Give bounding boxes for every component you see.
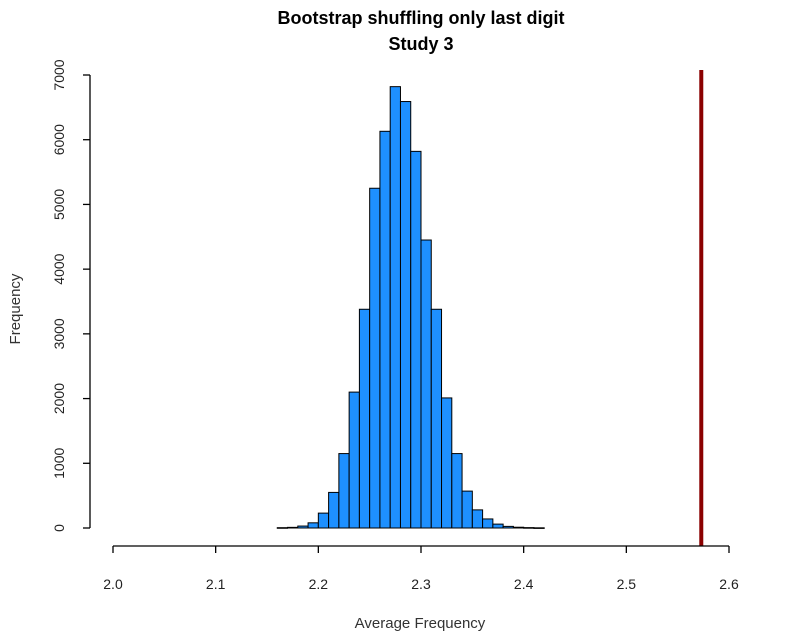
histogram-bar bbox=[451, 453, 463, 529]
y-tick-label: 6000 bbox=[51, 124, 67, 155]
histogram-bar bbox=[512, 526, 525, 529]
chart-title: Bootstrap shuffling only last digit bbox=[278, 8, 565, 28]
x-axis: 2.0 2.1 2.2 2.3 2.4 2.5 2.6 bbox=[103, 545, 739, 592]
histogram-bar bbox=[471, 509, 484, 529]
y-axis: 0 1000 2000 3000 4000 5000 6000 7000 bbox=[51, 59, 91, 532]
histogram-bar bbox=[482, 518, 494, 529]
histogram-bar bbox=[348, 391, 360, 529]
y-tick-label: 4000 bbox=[51, 253, 67, 284]
x-tick-label: 2.3 bbox=[411, 576, 431, 592]
histogram-bar bbox=[338, 453, 350, 529]
histogram-bar bbox=[276, 527, 289, 529]
y-tick-label: 3000 bbox=[51, 318, 67, 349]
histogram-bar bbox=[410, 150, 422, 529]
histogram-bar bbox=[317, 512, 330, 529]
x-axis-label: Average Frequency bbox=[355, 615, 486, 632]
x-tick-label: 2.5 bbox=[617, 576, 637, 592]
histogram-bar bbox=[533, 527, 545, 529]
histogram-bar bbox=[369, 187, 381, 529]
histogram-bar bbox=[430, 308, 443, 529]
y-tick-label: 1000 bbox=[51, 448, 67, 479]
y-tick-label: 0 bbox=[51, 524, 67, 532]
histogram-bar bbox=[523, 527, 535, 529]
histogram-bars bbox=[276, 86, 545, 529]
histogram-bar bbox=[461, 490, 473, 529]
histogram-bar bbox=[358, 308, 371, 529]
y-axis-label: Frequency bbox=[7, 273, 24, 344]
histogram-bar bbox=[492, 523, 504, 529]
x-tick-label: 2.0 bbox=[103, 576, 123, 592]
y-tick-label: 7000 bbox=[51, 59, 67, 90]
x-tick-label: 2.2 bbox=[309, 576, 329, 592]
x-tick-label: 2.1 bbox=[206, 576, 226, 592]
histogram-bar bbox=[379, 130, 391, 529]
x-tick-label: 2.4 bbox=[514, 576, 534, 592]
histogram-bar bbox=[420, 239, 432, 529]
y-tick-label: 2000 bbox=[51, 383, 67, 414]
histogram-bar bbox=[328, 491, 340, 529]
histogram-bar bbox=[307, 522, 319, 529]
x-tick-label: 2.6 bbox=[719, 576, 739, 592]
histogram-bar bbox=[399, 101, 412, 529]
y-tick-label: 5000 bbox=[51, 189, 67, 220]
histogram-bar bbox=[389, 86, 401, 529]
chart-subtitle: Study 3 bbox=[388, 34, 453, 54]
histogram-bar bbox=[297, 525, 309, 529]
histogram-bar bbox=[441, 397, 453, 529]
histogram-bar bbox=[287, 526, 299, 529]
histogram-bar bbox=[502, 525, 514, 529]
